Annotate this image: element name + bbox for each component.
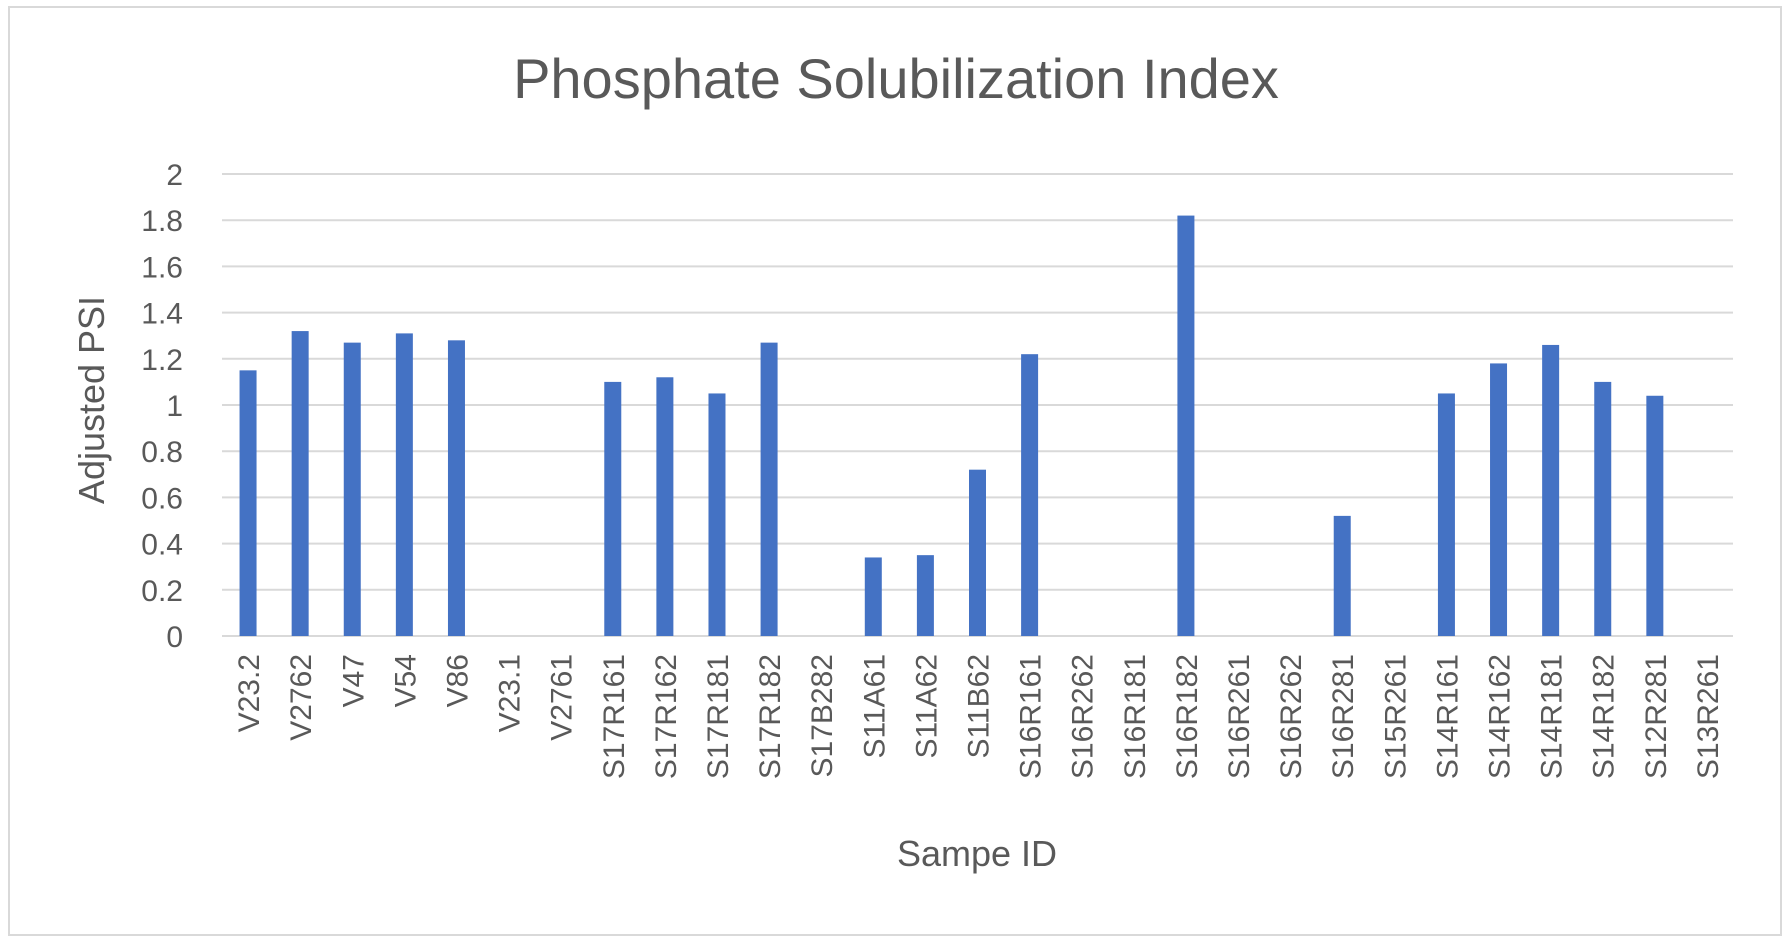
bar [239, 370, 257, 636]
x-tick-label: S14R161 [1431, 654, 1464, 779]
bar [1594, 381, 1612, 636]
y-tick-label: 0.8 [141, 436, 183, 469]
bar [1333, 515, 1351, 636]
x-tick-label: S11B62 [963, 654, 996, 759]
bar [1490, 363, 1508, 636]
x-tick-label: S16R161 [1015, 654, 1048, 779]
y-tick-label: 0.6 [141, 482, 183, 515]
bar [1542, 344, 1560, 636]
bar [916, 555, 934, 636]
bar [656, 377, 674, 636]
x-axis-category-labels: V23.2 V2762 V47 V54 V86 V23.1 V2761 S17R161 S17R… [233, 654, 1725, 779]
x-tick-label: S12R281 [1640, 654, 1673, 779]
x-tick-label: S16R261 [1223, 654, 1256, 779]
y-tick-label: 1.8 [141, 205, 183, 238]
y-tick-label: 2 [166, 159, 183, 192]
x-tick-label: S16R281 [1327, 654, 1360, 779]
y-axis-title: Adjusted PSI [71, 296, 112, 504]
x-tick-label: V86 [441, 654, 474, 707]
x-tick-label: S17R182 [754, 654, 787, 779]
y-tick-label: 0.2 [141, 575, 183, 608]
x-tick-label: S14R162 [1484, 654, 1517, 779]
bar [1177, 215, 1195, 636]
x-tick-label: S11A62 [910, 654, 943, 759]
x-tick-label: S13R261 [1692, 654, 1725, 779]
x-tick-label: S14R181 [1536, 654, 1569, 779]
x-tick-label: V2761 [546, 654, 579, 741]
x-tick-label: V2762 [285, 654, 318, 741]
x-axis-title: Sampe ID [897, 833, 1057, 874]
x-tick-label: S16R181 [1119, 654, 1152, 779]
x-tick-label: V54 [389, 654, 422, 707]
bar [1646, 395, 1664, 636]
x-tick-label: S17R162 [650, 654, 683, 779]
x-tick-label: V23.2 [233, 654, 266, 732]
bar [604, 381, 622, 636]
bar [1437, 393, 1455, 636]
x-tick-label: V23.1 [494, 654, 527, 732]
x-tick-label: S17B282 [806, 654, 839, 777]
y-axis-tick-labels: 0 0.2 0.4 0.6 0.8 1 1.2 1.4 1.6 1.8 2 [141, 159, 183, 654]
x-tick-label: S16R262 [1067, 654, 1100, 779]
bar [969, 469, 986, 636]
bar-series [239, 215, 1664, 636]
x-tick-label: V47 [337, 654, 370, 707]
bar [343, 342, 361, 636]
x-tick-label: S11A61 [858, 654, 891, 759]
x-tick-label: S16R182 [1171, 654, 1204, 779]
y-tick-label: 0 [166, 621, 183, 654]
y-tick-label: 1.2 [141, 344, 183, 377]
y-tick-label: 1.6 [141, 251, 183, 284]
gridlines [222, 173, 1733, 637]
bar [395, 333, 413, 636]
x-tick-label: S16R262 [1275, 654, 1308, 779]
x-tick-label: S17R161 [598, 654, 631, 779]
bar [1021, 354, 1039, 636]
bar [760, 342, 778, 636]
x-tick-label: S14R182 [1588, 654, 1621, 779]
chart-title: Phosphate Solubilization Index [513, 47, 1279, 110]
bar [291, 331, 309, 636]
y-tick-label: 1 [166, 390, 183, 423]
x-tick-label: S15R261 [1379, 654, 1412, 779]
x-tick-label: S17R181 [702, 654, 735, 779]
bar [864, 557, 882, 636]
y-tick-label: 1.4 [141, 298, 183, 331]
bar [447, 340, 465, 636]
y-tick-label: 0.4 [141, 529, 183, 562]
bar [708, 393, 726, 636]
